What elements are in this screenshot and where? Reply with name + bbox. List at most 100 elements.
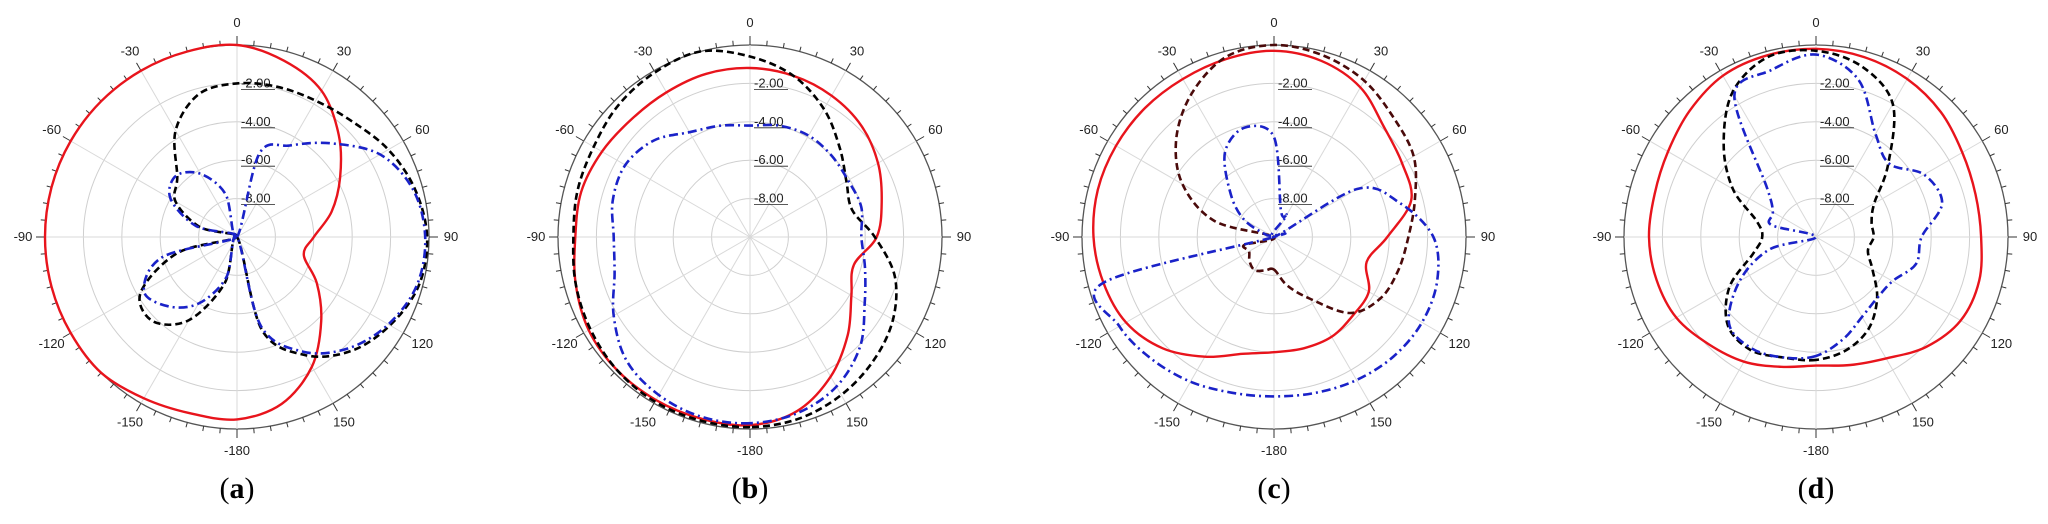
rim-tick — [1654, 346, 1660, 351]
rim-tick — [417, 302, 423, 305]
rim-tick — [896, 109, 902, 114]
rim-tick — [559, 185, 565, 188]
grid-spoke — [653, 236, 751, 404]
rim-tick — [1397, 85, 1402, 91]
rim-tick — [383, 109, 389, 114]
rim-tick — [1621, 202, 1628, 205]
rim-tick — [1664, 360, 1670, 365]
rim-tick — [123, 393, 128, 399]
rim-tick — [1222, 422, 1225, 428]
rim-tick — [1160, 393, 1165, 399]
rim-tick — [815, 417, 818, 423]
rim-tick — [410, 153, 416, 157]
panel-caption-letter: d — [1808, 472, 1825, 505]
rim-tick — [1430, 123, 1436, 128]
rim-tick — [564, 169, 570, 172]
rim-tick — [1781, 425, 1784, 432]
rim-tick — [1306, 425, 1309, 432]
rim-tick — [185, 422, 188, 428]
rim-tick — [1748, 417, 1751, 423]
angle-tick-label: 120 — [411, 336, 433, 351]
angle-tick-label: -120 — [552, 336, 578, 351]
angle-tick-label: -120 — [1076, 336, 1102, 351]
rim-tick — [1625, 185, 1631, 188]
rim-tick — [425, 202, 432, 205]
ring-value-label: -8.00 — [1820, 191, 1850, 206]
rim-tick — [1173, 62, 1179, 71]
rim-tick — [1383, 393, 1388, 399]
rim-tick — [1865, 46, 1868, 52]
angle-tick-label: 90 — [1481, 229, 1495, 244]
rim-tick — [286, 46, 289, 52]
rim-tick — [571, 153, 577, 157]
angle-tick-label: 150 — [333, 414, 355, 429]
rim-tick — [610, 372, 615, 377]
rim-tick — [1095, 153, 1101, 157]
angle-tick-label: 150 — [1912, 414, 1934, 429]
rim-tick — [1911, 403, 1917, 412]
polar-chart-c: 0 30 60 90 120 150 -180 -150 -120 -90 -60 -30 -2.00 -… — [1051, 15, 1496, 505]
grid-spoke — [1719, 236, 1817, 404]
rim-tick — [1079, 269, 1086, 272]
rim-tick — [859, 75, 864, 81]
rim-tick — [1339, 51, 1342, 57]
rim-tick — [1625, 286, 1631, 289]
rim-tick — [1715, 403, 1721, 412]
rim-tick — [1911, 62, 1917, 71]
rim-tick — [1637, 153, 1643, 157]
rim-tick — [555, 202, 562, 205]
rim-tick — [62, 136, 71, 142]
series-dashdot-line — [1092, 124, 1440, 398]
grid-spoke — [1815, 70, 1913, 238]
panel-caption: (c) — [1257, 472, 1290, 505]
rim-tick — [896, 360, 902, 365]
angle-tick-label: 120 — [1990, 336, 2012, 351]
grid-spoke — [583, 140, 751, 238]
series-dashed-line — [1174, 43, 1418, 315]
rim-tick — [360, 85, 365, 91]
angle-tick-label: 0 — [746, 15, 753, 30]
ring-value-label: -6.00 — [1278, 152, 1308, 167]
rim-tick — [666, 410, 670, 416]
rim-tick — [1112, 123, 1118, 128]
rim-tick — [1146, 85, 1151, 91]
rim-tick — [1397, 383, 1402, 389]
rim-tick — [830, 410, 834, 416]
angle-tick-label: -60 — [1621, 122, 1640, 137]
rim-tick — [1222, 46, 1225, 52]
rim-tick — [2001, 286, 2007, 289]
rim-tick — [1112, 346, 1118, 351]
rim-tick — [2001, 185, 2007, 188]
angle-tick-label: -180 — [224, 443, 250, 458]
grid-spoke — [1719, 70, 1817, 238]
rim-tick — [1079, 202, 1086, 205]
ring-value-label: -4.00 — [241, 114, 271, 129]
grid-spoke — [236, 70, 334, 238]
rim-tick — [873, 85, 878, 91]
rim-tick — [317, 410, 321, 416]
grid-spoke — [749, 70, 847, 238]
rim-tick — [830, 58, 834, 64]
rim-tick — [1206, 417, 1209, 423]
rim-tick — [1641, 136, 1650, 142]
angle-tick-label: -180 — [1803, 443, 1829, 458]
rim-tick — [1637, 317, 1643, 321]
series-dashdot-line — [142, 141, 427, 355]
grid-spoke — [236, 236, 334, 404]
rim-tick — [2004, 269, 2011, 272]
rim-tick — [1430, 346, 1436, 351]
rim-tick — [636, 393, 641, 399]
rim-tick — [1972, 123, 1978, 128]
rim-tick — [403, 136, 412, 142]
angle-tick-label: 30 — [1374, 44, 1388, 59]
rim-tick — [564, 302, 570, 305]
rim-tick — [1676, 97, 1681, 102]
rim-tick — [799, 46, 802, 52]
series-dashed-line — [571, 49, 898, 429]
rim-tick — [317, 58, 321, 64]
rim-tick — [1982, 332, 1991, 338]
rim-tick — [666, 58, 670, 64]
rim-tick — [1676, 372, 1681, 377]
angle-tick-label: 60 — [928, 122, 942, 137]
ring-value-label: -2.00 — [1820, 75, 1850, 90]
